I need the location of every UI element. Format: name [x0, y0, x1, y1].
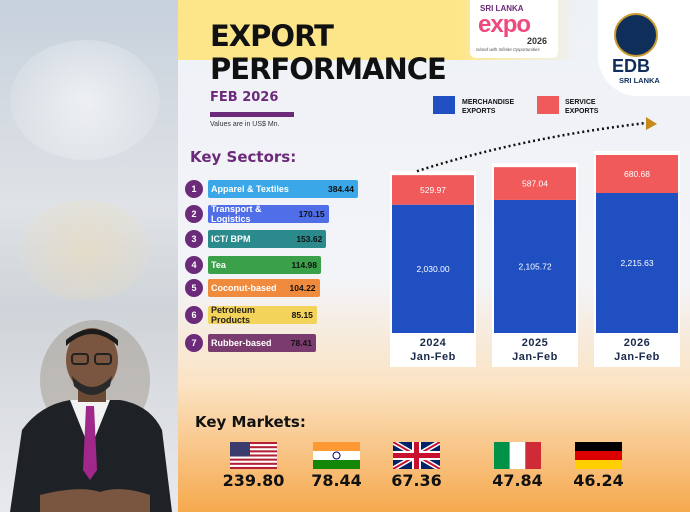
sector-bar: Rubber-based 78.41: [208, 334, 316, 352]
sector-number-badge: 5: [185, 279, 203, 297]
legend-label-service-line2: EXPORTS: [565, 108, 599, 115]
sector-label: ICT/ BPM: [211, 234, 251, 244]
sector-label: Coconut-based: [211, 283, 277, 293]
category-label: 2026: [623, 337, 651, 349]
edb-logo-country: SRI LANKA: [619, 76, 660, 85]
page-title-line1: EXPORT: [210, 19, 334, 53]
period-underline: [210, 112, 294, 117]
expo-logo-tagline: Island with Infinite Opportunities: [476, 47, 540, 52]
uk-flag-icon: [393, 442, 440, 469]
sector-value: 114.98: [291, 260, 318, 270]
key-markets-heading: Key Markets:: [195, 413, 306, 431]
sector-value: 153.62: [296, 234, 323, 244]
data-label-merchandise: 2,105.72: [518, 261, 551, 271]
category-sublabel: Jan-Feb: [512, 351, 558, 363]
page-title-line2: PERFORMANCE: [210, 52, 447, 86]
period-label: FEB 2026: [210, 90, 279, 105]
category-sublabel: Jan-Feb: [614, 351, 660, 363]
data-label-service: 680.68: [624, 169, 650, 179]
sector-bar: Transport & Logistics 170.15: [208, 204, 329, 224]
market-value: 47.84: [492, 471, 543, 490]
data-label-service: 587.04: [522, 179, 548, 189]
sector-label: Tea: [211, 260, 226, 270]
sector-bar: Tea 114.98: [208, 256, 322, 274]
bar-merchandise: [494, 199, 576, 333]
units-note: Values are in US$ Mn.: [210, 121, 280, 128]
sector-bar: ICT/ BPM 153.62: [208, 230, 327, 248]
legend-label-merchandise: MERCHANDISE EXPORTS: [462, 98, 514, 116]
expo-logo-country: SRI LANKA: [480, 4, 524, 13]
edb-logo-name: EDB: [612, 56, 651, 76]
sector-bar: Apparel & Textiles 384.44: [208, 180, 358, 198]
sector-value: 384.44: [328, 184, 354, 194]
sector-label: Rubber-based: [211, 338, 272, 348]
sector-number-badge: 3: [185, 230, 203, 248]
sector-number-badge: 6: [185, 306, 203, 324]
legend-swatch-service: [537, 96, 559, 114]
category-label: 2024: [419, 337, 447, 349]
sector-label: Petroleum Products: [211, 305, 256, 325]
lion-emblem-icon: [614, 13, 658, 57]
expo-logo-year: 2026: [527, 36, 548, 46]
market-value: 239.80: [222, 471, 285, 490]
sector-value: 78.41: [290, 338, 312, 348]
category-label: 2025: [521, 337, 549, 349]
legend-label-merchandise-line1: MERCHANDISE: [462, 99, 515, 106]
data-label-merchandise: 2,030.00: [416, 264, 449, 274]
market-value: 67.36: [391, 471, 442, 490]
italy-flag-icon: [494, 442, 541, 469]
bar-service: [494, 167, 576, 200]
trend-arrow-head-icon: [646, 117, 657, 130]
key-sectors-heading: Key Sectors:: [190, 148, 297, 166]
bar-service: [596, 155, 678, 193]
sector-value: 170.15: [298, 209, 325, 219]
sector-value: 85.15: [291, 310, 313, 320]
expo-logo: [470, 0, 558, 58]
legend-label-service: SERVICE EXPORTS: [565, 98, 598, 116]
category-sublabel: Jan-Feb: [410, 351, 456, 363]
sector-number-badge: 4: [185, 256, 203, 274]
usa-flag-icon: [230, 442, 277, 469]
sector-label: Apparel & Textiles: [211, 184, 289, 194]
bokeh-light: [10, 40, 160, 160]
legend-label-merchandise-line2: EXPORTS: [462, 108, 496, 115]
sector-bar: Petroleum Products 85.15: [208, 305, 317, 325]
market-value: 46.24: [573, 471, 624, 490]
expo-logo-word: expo: [478, 11, 531, 38]
sector-number-badge: 1: [185, 180, 203, 198]
data-label-service: 529.97: [420, 185, 446, 195]
bar-merchandise: [392, 204, 474, 333]
bokeh-light: [20, 200, 150, 300]
india-flag-icon: [313, 442, 360, 469]
germany-flag-icon: [575, 442, 622, 469]
sector-label: Transport & Logistics: [211, 204, 262, 224]
market-value: 78.44: [311, 471, 362, 490]
legend-label-service-line1: SERVICE: [565, 99, 596, 106]
sector-bar: Coconut-based 104.22: [208, 279, 320, 297]
sector-number-badge: 7: [185, 334, 203, 352]
sector-value: 104.22: [289, 283, 316, 293]
data-label-merchandise: 2,215.63: [620, 258, 653, 268]
official-portrait: [10, 320, 172, 512]
bar-merchandise: [596, 193, 678, 333]
bar-service: [392, 175, 474, 205]
legend-swatch-merchandise: [433, 96, 455, 114]
sector-number-badge: 2: [185, 205, 203, 223]
